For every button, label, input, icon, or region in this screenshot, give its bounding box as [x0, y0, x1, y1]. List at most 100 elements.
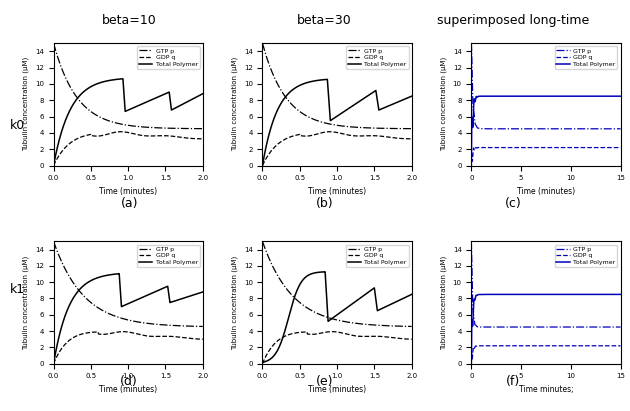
Total Polymer — [578, 292, 586, 297]
GDP q — [578, 343, 586, 348]
GTP p — [259, 41, 266, 46]
Total Polymer — [113, 77, 121, 82]
GTP p — [617, 126, 624, 131]
GDP q — [329, 329, 337, 334]
Total Polymer — [475, 292, 483, 297]
GDP q — [578, 145, 586, 150]
Total Polymer — [187, 97, 195, 102]
GDP q — [403, 136, 411, 141]
GTP p — [486, 325, 493, 330]
GTP p — [329, 122, 337, 127]
GDP q — [120, 329, 127, 334]
Total Polymer — [556, 292, 563, 297]
Line: GTP p: GTP p — [471, 43, 621, 129]
GDP q — [586, 145, 593, 150]
Total Polymer — [259, 360, 266, 365]
Total Polymer — [50, 163, 57, 168]
Line: GDP q: GDP q — [263, 132, 411, 166]
GDP q — [158, 133, 166, 138]
GTP p — [475, 325, 483, 330]
Legend: GTP p, GDP q, Total Polymer: GTP p, GDP q, Total Polymer — [346, 46, 408, 69]
Total Polymer — [475, 94, 483, 99]
Total Polymer — [522, 94, 529, 99]
GDP q — [396, 336, 403, 341]
Total Polymer — [321, 270, 329, 275]
GTP p — [158, 125, 166, 130]
GDP q — [329, 129, 337, 134]
GDP q — [563, 145, 570, 150]
GDP q — [113, 330, 121, 335]
Total Polymer — [121, 99, 129, 104]
GTP p — [113, 314, 121, 319]
Total Polymer — [115, 271, 123, 276]
Total Polymer — [563, 94, 570, 99]
Total Polymer — [259, 163, 266, 168]
GTP p — [556, 325, 563, 330]
GTP p — [396, 324, 403, 329]
GTP p — [367, 125, 375, 130]
Line: Total Polymer: Total Polymer — [263, 79, 411, 166]
X-axis label: Time minutes;: Time minutes; — [518, 385, 573, 394]
Line: GDP q: GDP q — [54, 332, 203, 364]
GTP p — [113, 121, 121, 126]
Y-axis label: Tubulin concentration (μM): Tubulin concentration (μM) — [440, 57, 447, 152]
GTP p — [578, 325, 586, 330]
Total Polymer — [112, 272, 120, 277]
Total Polymer — [158, 286, 166, 291]
GDP q — [467, 151, 475, 156]
GDP q — [113, 129, 121, 134]
GTP p — [578, 126, 586, 131]
GTP p — [403, 324, 411, 329]
Text: beta=10: beta=10 — [102, 14, 156, 27]
GTP p — [121, 122, 129, 127]
GDP q — [563, 343, 570, 348]
GTP p — [321, 314, 329, 319]
GDP q — [586, 343, 593, 348]
GTP p — [323, 314, 330, 319]
Total Polymer — [329, 315, 337, 320]
GTP p — [475, 126, 483, 131]
Y-axis label: Tubulin concentration (μM): Tubulin concentration (μM) — [23, 57, 29, 152]
GDP q — [121, 129, 129, 134]
Line: GTP p: GTP p — [54, 241, 203, 326]
GDP q — [259, 163, 266, 168]
GTP p — [158, 322, 166, 327]
Y-axis label: Tubulin concentration (μM): Tubulin concentration (μM) — [440, 255, 447, 350]
GDP q — [367, 133, 375, 138]
GDP q — [403, 337, 411, 342]
Legend: GTP p, GDP q, Total Polymer: GTP p, GDP q, Total Polymer — [554, 245, 617, 267]
Total Polymer — [586, 292, 593, 297]
GDP q — [187, 136, 195, 141]
Y-axis label: Tubulin concentration (μM): Tubulin concentration (μM) — [232, 57, 238, 152]
GTP p — [467, 41, 475, 46]
GDP q — [467, 351, 475, 356]
Line: Total Polymer: Total Polymer — [54, 274, 203, 364]
Legend: GTP p, GDP q, Total Polymer: GTP p, GDP q, Total Polymer — [346, 245, 408, 267]
GDP q — [469, 159, 476, 164]
X-axis label: Time (minutes): Time (minutes) — [517, 187, 575, 196]
GDP q — [617, 145, 624, 150]
GTP p — [187, 126, 195, 131]
GDP q — [468, 357, 476, 362]
GDP q — [328, 329, 336, 334]
GDP q — [112, 129, 120, 134]
Legend: GTP p, GDP q, Total Polymer: GTP p, GDP q, Total Polymer — [137, 46, 200, 69]
Y-axis label: Tubulin concentration (μM): Tubulin concentration (μM) — [23, 255, 29, 350]
GTP p — [367, 322, 375, 327]
GDP q — [514, 343, 522, 348]
Line: Total Polymer: Total Polymer — [54, 79, 203, 166]
GDP q — [617, 343, 624, 348]
Text: (b): (b) — [316, 197, 333, 210]
GTP p — [522, 126, 529, 131]
Total Polymer — [367, 91, 375, 96]
Text: superimposed long-time: superimposed long-time — [437, 14, 590, 27]
Total Polymer — [578, 94, 586, 99]
GDP q — [158, 334, 166, 339]
GTP p — [617, 325, 624, 330]
Total Polymer — [113, 271, 121, 276]
Total Polymer — [522, 292, 529, 297]
Legend: GTP p, GDP q, Total Polymer: GTP p, GDP q, Total Polymer — [137, 245, 200, 267]
GDP q — [408, 337, 415, 342]
GTP p — [50, 41, 57, 46]
Text: beta=30: beta=30 — [297, 14, 352, 27]
